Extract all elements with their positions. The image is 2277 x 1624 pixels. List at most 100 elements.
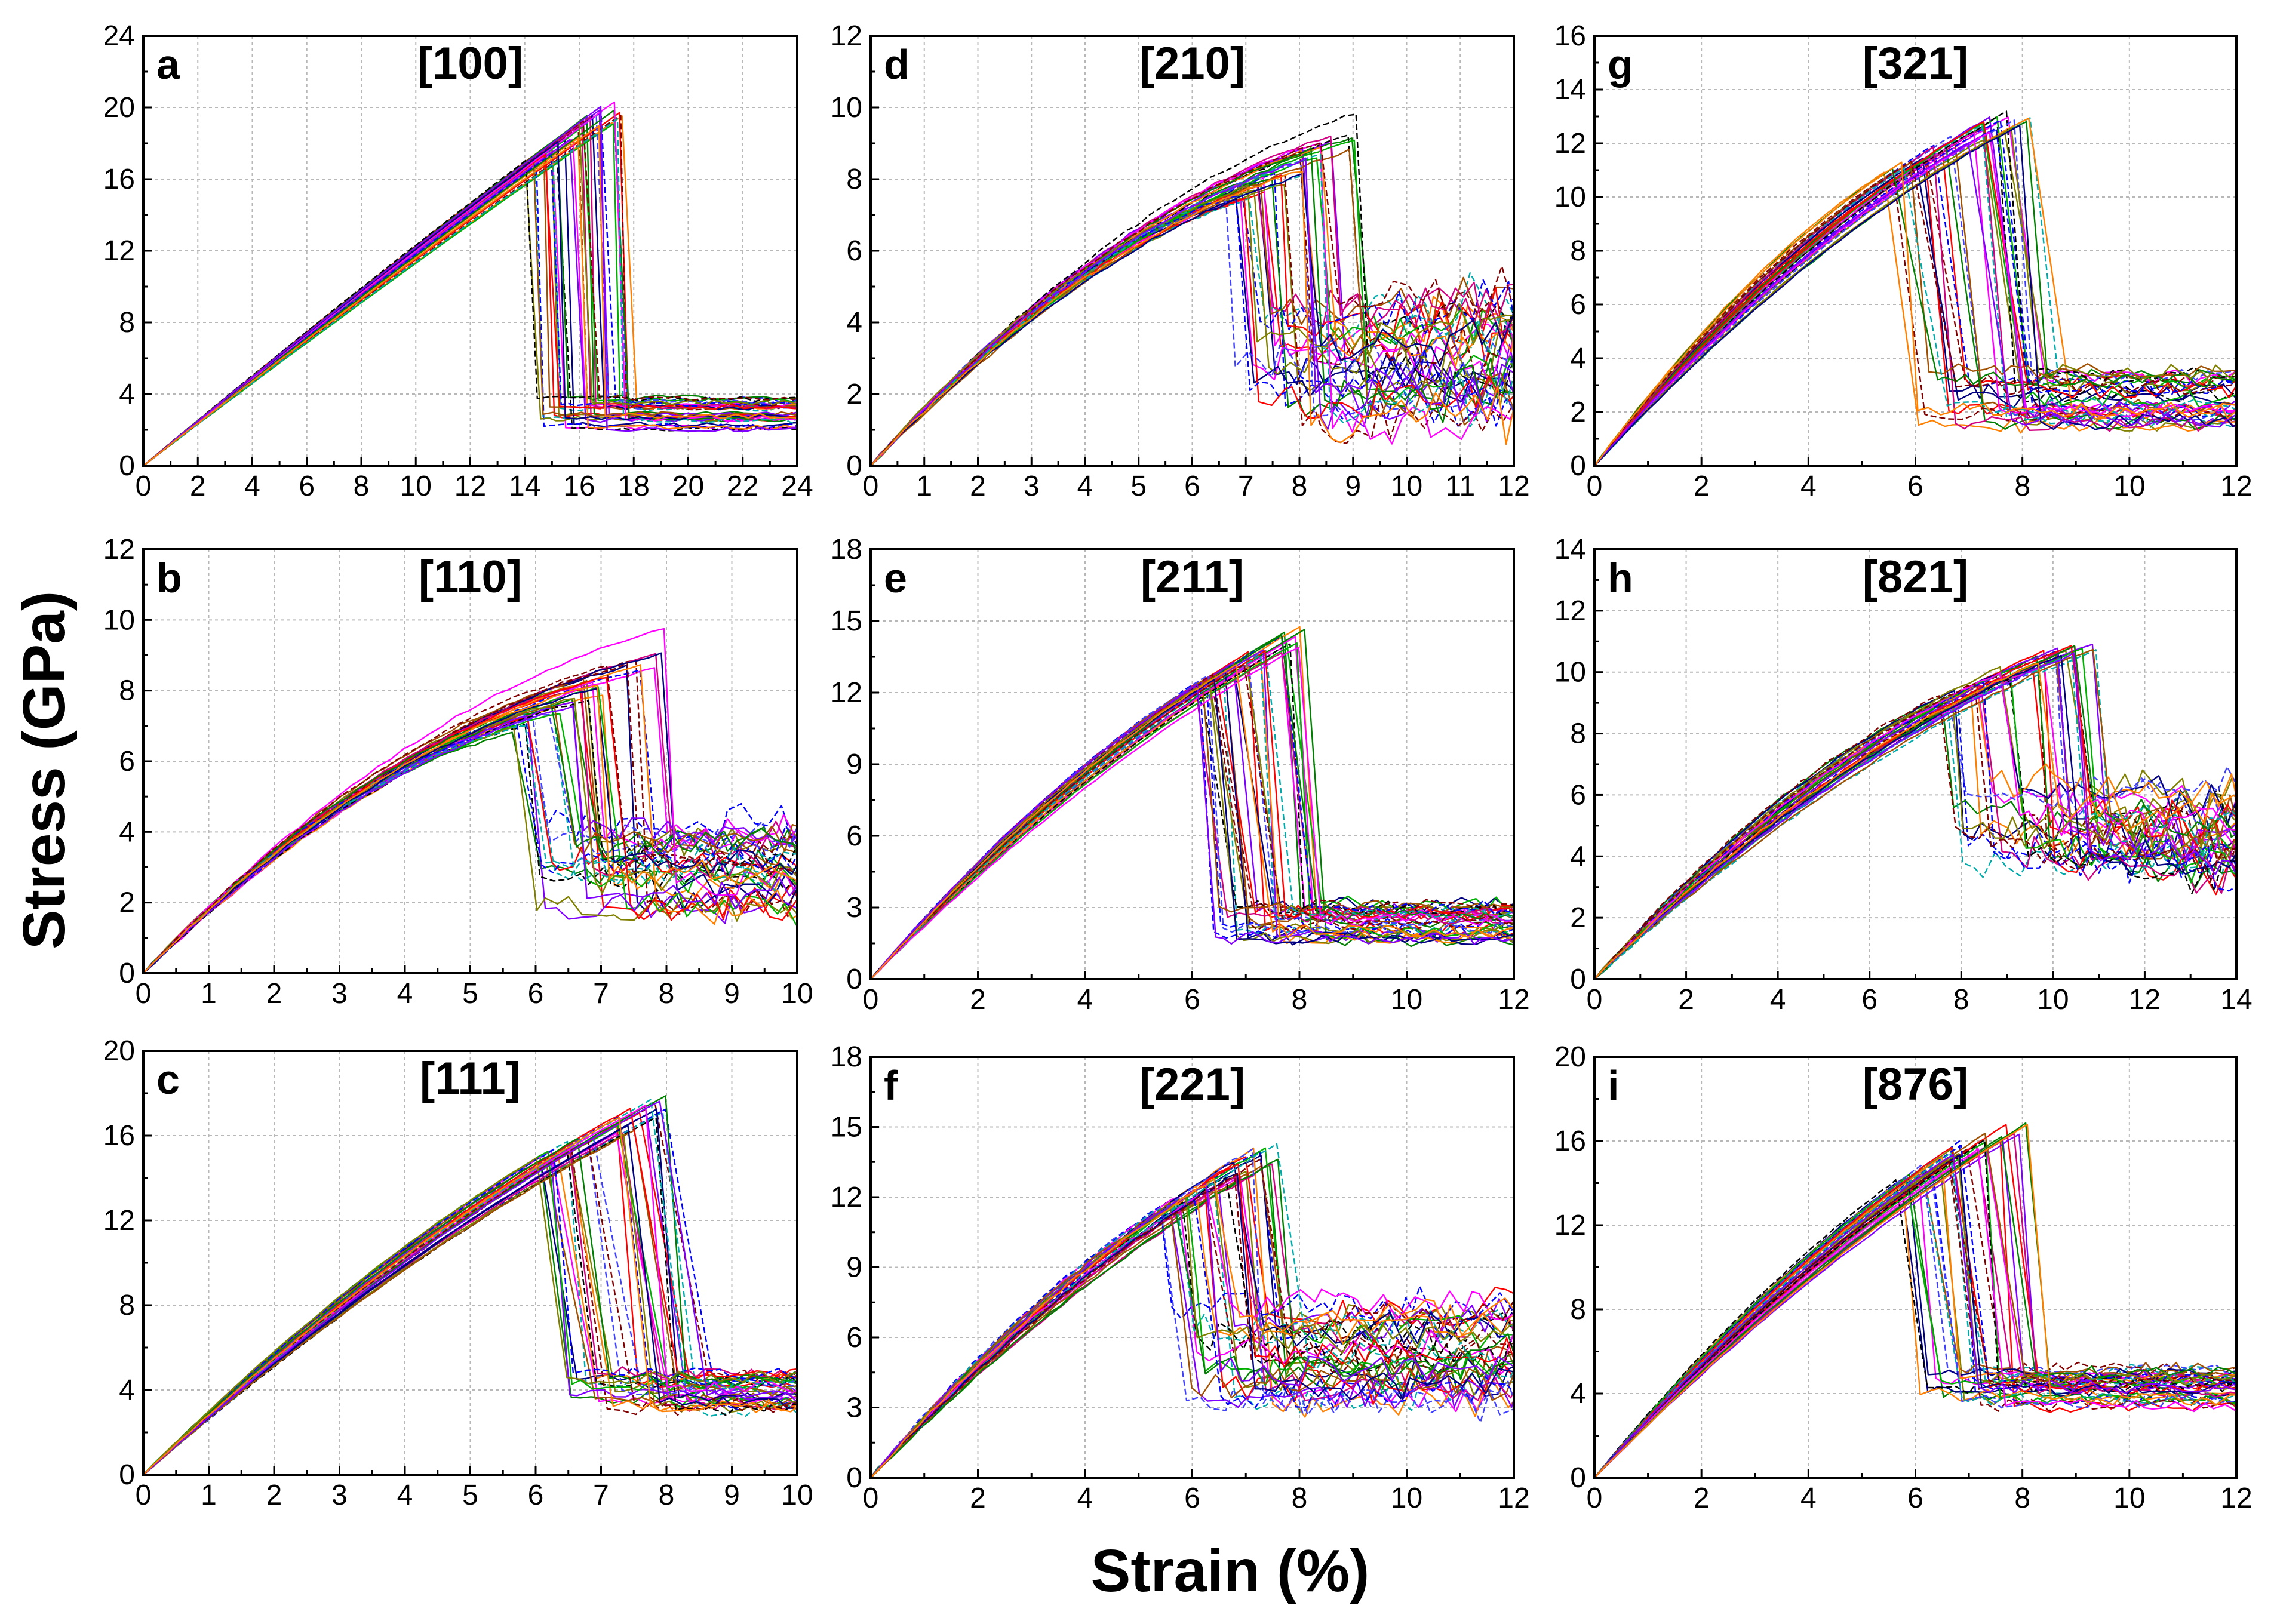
series-line-28 bbox=[1594, 1177, 2236, 1478]
y-tick-label: 8 bbox=[1570, 235, 1586, 267]
y-tick-label: 24 bbox=[103, 20, 135, 52]
x-tick-label: 12 bbox=[1498, 984, 1529, 1016]
x-tick-label: 0 bbox=[1587, 984, 1603, 1016]
series-line-38 bbox=[1594, 161, 2236, 466]
series-line-40 bbox=[143, 1116, 797, 1475]
panel-title: [211] bbox=[1141, 552, 1244, 602]
series-line-32 bbox=[143, 153, 797, 466]
x-tick-label: 9 bbox=[724, 978, 740, 1010]
y-tick-label: 0 bbox=[1570, 1462, 1586, 1494]
y-tick-label: 4 bbox=[119, 816, 135, 848]
series-line-39 bbox=[1594, 652, 2236, 979]
x-tick-label: 4 bbox=[244, 470, 260, 502]
y-tick-label: 3 bbox=[846, 1392, 862, 1424]
y-tick-label: 2 bbox=[1570, 902, 1586, 934]
y-tick-label: 9 bbox=[846, 1252, 862, 1284]
x-axis-title: Strain (%) bbox=[1091, 1537, 1370, 1604]
series-line-28 bbox=[1594, 669, 2236, 979]
y-tick-label: 8 bbox=[119, 1290, 135, 1321]
x-tick-label: 2 bbox=[266, 978, 282, 1010]
y-tick-label: 6 bbox=[1570, 289, 1586, 321]
x-tick-label: 12 bbox=[2129, 984, 2161, 1016]
x-tick-label: 6 bbox=[1907, 470, 1923, 502]
x-tick-label: 0 bbox=[136, 1480, 152, 1511]
x-tick-label: 10 bbox=[2113, 470, 2145, 502]
series-line-20 bbox=[1594, 649, 2236, 979]
y-tick-label: 4 bbox=[846, 307, 862, 339]
series-line-39 bbox=[143, 106, 797, 466]
y-tick-label: 20 bbox=[103, 92, 135, 124]
y-tick-label: 0 bbox=[119, 1459, 135, 1491]
series-line-23 bbox=[1594, 171, 2236, 466]
series-line-28 bbox=[871, 642, 1514, 979]
x-tick-label: 8 bbox=[2014, 1482, 2030, 1514]
x-tick-label: 12 bbox=[2220, 470, 2252, 502]
x-tick-label: 10 bbox=[1391, 1482, 1422, 1514]
y-tick-label: 14 bbox=[1554, 74, 1586, 106]
series-line-37 bbox=[1594, 654, 2236, 979]
panel-title: [110] bbox=[419, 552, 522, 602]
x-tick-label: 14 bbox=[509, 470, 540, 502]
x-tick-label: 2 bbox=[970, 984, 986, 1016]
series-group bbox=[143, 628, 797, 973]
x-tick-label: 6 bbox=[528, 978, 544, 1010]
series-group bbox=[143, 101, 797, 466]
y-tick-label: 2 bbox=[1570, 396, 1586, 428]
series-group bbox=[871, 113, 1514, 466]
series-line-40 bbox=[143, 684, 797, 973]
series-line-38 bbox=[143, 665, 797, 973]
y-tick-label: 10 bbox=[103, 604, 135, 636]
series-group bbox=[1594, 110, 2236, 466]
panel-letter: a bbox=[156, 41, 180, 88]
x-tick-label: 6 bbox=[299, 470, 315, 502]
x-tick-label: 5 bbox=[1130, 470, 1147, 502]
panel-e: 0 2 4 6 8 10 12 0 3 6 9 12 15 18 e [211] bbox=[831, 534, 1530, 1016]
series-group bbox=[1594, 644, 2236, 979]
x-tick-label: 2 bbox=[970, 470, 986, 502]
panel-letter: e bbox=[884, 555, 907, 601]
panel-title: [876] bbox=[1863, 1059, 1968, 1110]
series-line-23 bbox=[1594, 695, 2236, 979]
panel-title: [111] bbox=[420, 1053, 521, 1104]
x-tick-label: 10 bbox=[1391, 984, 1422, 1016]
series-line-22 bbox=[143, 1108, 797, 1475]
panel-letter: f bbox=[884, 1062, 898, 1109]
series-line-38 bbox=[871, 663, 1514, 979]
y-tick-label: 2 bbox=[119, 887, 135, 919]
x-tick-label: 6 bbox=[1907, 1482, 1923, 1514]
series-line-40 bbox=[1594, 161, 2236, 466]
x-tick-label: 4 bbox=[1077, 470, 1093, 502]
y-tick-label: 10 bbox=[1554, 657, 1586, 688]
y-tick-label: 12 bbox=[831, 20, 862, 52]
y-tick-label: 6 bbox=[846, 820, 862, 852]
y-axis-title: Stress (GPa) bbox=[11, 591, 78, 949]
series-line-18 bbox=[871, 1158, 1514, 1478]
y-tick-label: 8 bbox=[1570, 1294, 1586, 1325]
x-tick-label: 0 bbox=[136, 470, 152, 502]
series-line-36 bbox=[143, 1157, 797, 1475]
x-tick-label: 4 bbox=[397, 1480, 413, 1511]
x-tick-label: 18 bbox=[618, 470, 650, 502]
series-line-40 bbox=[143, 125, 797, 466]
x-tick-label: 1 bbox=[201, 1480, 217, 1511]
x-tick-label: 6 bbox=[1861, 984, 1877, 1016]
x-tick-label: 3 bbox=[1024, 470, 1040, 502]
y-tick-label: 4 bbox=[1570, 343, 1586, 374]
y-tick-label: 0 bbox=[846, 450, 862, 482]
x-tick-label: 3 bbox=[331, 1480, 348, 1511]
x-tick-label: 0 bbox=[1587, 470, 1603, 502]
x-tick-label: 4 bbox=[1800, 1482, 1817, 1514]
x-tick-label: 10 bbox=[781, 1480, 813, 1511]
x-tick-label: 0 bbox=[863, 1482, 879, 1514]
x-tick-label: 22 bbox=[727, 470, 758, 502]
panel-letter: h bbox=[1608, 555, 1633, 601]
series-line-34 bbox=[1594, 672, 2236, 979]
series-line-35 bbox=[1594, 1152, 2236, 1478]
y-tick-label: 12 bbox=[831, 677, 862, 709]
panel-title: [221] bbox=[1139, 1059, 1245, 1110]
y-tick-label: 16 bbox=[103, 1120, 135, 1152]
panel-i: 0 2 4 6 8 10 12 0 4 8 12 16 20 i [876] bbox=[1554, 1041, 2253, 1514]
y-tick-label: 6 bbox=[1570, 779, 1586, 811]
series-line-38 bbox=[871, 142, 1514, 466]
